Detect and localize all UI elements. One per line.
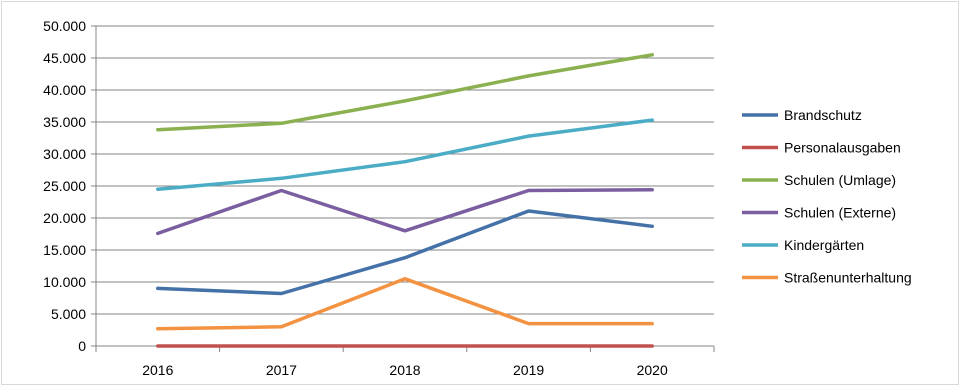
data-point xyxy=(156,128,160,132)
data-point xyxy=(527,209,531,213)
y-tick-label: 50.000 xyxy=(43,18,86,34)
axes: 0 5.000 10.000 15.000 20.000 25.000 30.000 35.0… xyxy=(43,18,715,378)
data-point xyxy=(279,325,283,329)
data-point xyxy=(650,224,654,228)
data-point xyxy=(527,188,531,192)
data-point xyxy=(279,188,283,192)
data-point xyxy=(156,231,160,235)
data-point xyxy=(650,188,654,192)
y-tick-label: 35.000 xyxy=(43,114,86,130)
legend-label: Schulen (Umlage) xyxy=(784,172,896,188)
y-tick-label: 5.000 xyxy=(51,306,86,322)
series-line-0 xyxy=(156,209,654,296)
data-point xyxy=(156,344,160,348)
x-tick-label: 2018 xyxy=(389,362,420,378)
y-tick-label: 40.000 xyxy=(43,82,86,98)
legend: Brandschutz Personalausgaben Schulen (Umla… xyxy=(742,107,912,286)
data-point xyxy=(279,121,283,125)
series-lines xyxy=(156,53,654,348)
y-tick-label: 20.000 xyxy=(43,210,86,226)
data-point xyxy=(650,344,654,348)
legend-label: Brandschutz xyxy=(784,107,862,123)
data-point xyxy=(403,277,407,281)
x-tick-label: 2020 xyxy=(637,362,668,378)
y-tick-label: 45.000 xyxy=(43,50,86,66)
series-line-3 xyxy=(156,188,654,236)
data-point xyxy=(156,327,160,331)
data-point xyxy=(403,256,407,260)
data-point xyxy=(156,187,160,191)
y-tick-label: 0 xyxy=(78,338,86,354)
legend-label: Kindergärten xyxy=(784,237,864,253)
series-line-5 xyxy=(156,277,654,331)
data-point xyxy=(527,134,531,138)
data-point xyxy=(403,160,407,164)
gridlines xyxy=(96,25,714,315)
series-line-4 xyxy=(156,118,654,191)
data-point xyxy=(403,344,407,348)
data-point xyxy=(527,344,531,348)
legend-label: Schulen (Externe) xyxy=(784,205,896,221)
x-tick-label: 2019 xyxy=(513,362,544,378)
x-tick-label: 2017 xyxy=(266,362,297,378)
y-tick-label: 30.000 xyxy=(43,146,86,162)
series-line-2 xyxy=(156,53,654,132)
data-point xyxy=(527,322,531,326)
data-point xyxy=(279,292,283,296)
data-point xyxy=(156,286,160,290)
data-point xyxy=(650,118,654,122)
x-tick-label: 2016 xyxy=(142,362,173,378)
data-point xyxy=(279,176,283,180)
data-point xyxy=(403,229,407,233)
y-tick-label: 15.000 xyxy=(43,242,86,258)
data-point xyxy=(650,53,654,57)
data-point xyxy=(279,344,283,348)
y-tick-label: 10.000 xyxy=(43,274,86,290)
legend-label: Personalausgaben xyxy=(784,140,901,156)
data-point xyxy=(403,99,407,103)
data-point xyxy=(527,74,531,78)
y-tick-label: 25.000 xyxy=(43,178,86,194)
data-point xyxy=(650,322,654,326)
legend-label: Straßenunterhaltung xyxy=(784,270,912,286)
